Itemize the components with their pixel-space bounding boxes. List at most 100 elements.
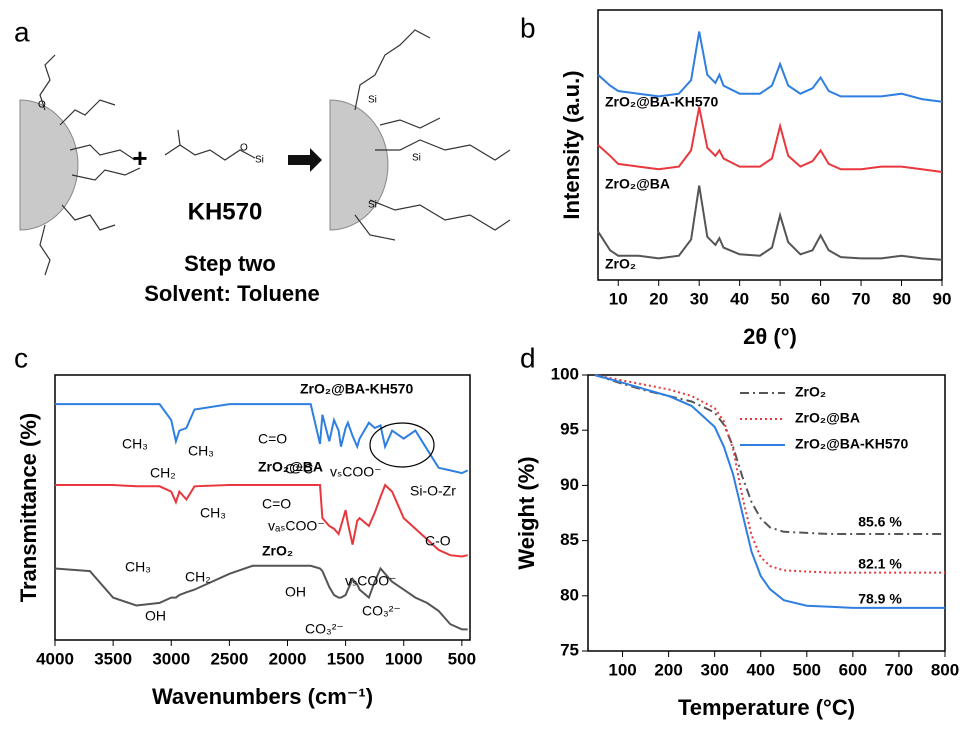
particle [19,99,79,231]
x-tick-label: 1500 [327,649,365,668]
x-tick-label: 30 [690,289,709,308]
x-tick-label: 800 [931,660,959,679]
x-tick-label: 100 [608,660,636,679]
series-line [55,403,469,475]
x-axis-title: Temperature (°C) [678,695,855,720]
arrow [288,148,322,172]
atom: Si [368,200,377,211]
x-tick-label: 200 [654,660,682,679]
x-tick-label: 90 [933,289,952,308]
x-tick-label: 1000 [385,649,423,668]
y-tick-label: 85 [560,530,579,549]
series-label: ZrO₂@BA [258,459,323,475]
series-line [594,374,945,535]
annotation: 82.1 % [858,556,902,572]
annotation: vₐₛCOO⁻ [268,518,325,534]
series-label: ZrO₂ [262,543,293,559]
x-tick-label: 80 [892,289,911,308]
plot-frame [54,374,471,641]
annotation: CH₂ [150,465,176,481]
plot-frame [587,374,946,652]
solvent: Solvent: Toluene [144,281,320,306]
x-tick-label: 40 [730,289,749,308]
x-tick-label: 10 [609,289,628,308]
atom: O [240,143,248,154]
x-tick-label: 400 [747,660,775,679]
atom: Si [255,155,264,166]
y-axis-title: Intensity (a.u.) [559,70,584,219]
annotation: CH₃ [200,505,226,521]
step: Step two [184,251,276,276]
annotation: OH [145,608,166,624]
panel-label: b [520,12,536,43]
annotation: Si-O-Zr [410,483,456,499]
y-tick-label: 75 [560,640,579,659]
legend-label: ZrO₂@BA-KH570 [795,436,908,452]
series-label: ZrO₂@BA [605,176,670,192]
x-tick-label: 2500 [210,649,248,668]
x-axis-title: Wavenumbers (cm⁻¹) [152,684,373,709]
annotation: CH₂ [185,569,211,585]
series-label: ZrO₂ [605,256,636,272]
annotation: 78.9 % [858,591,902,607]
y-axis-title: Weight (%) [514,456,539,569]
panel-label: a [14,16,30,47]
reagent: KH570 [188,198,263,225]
x-tick-label: 20 [649,289,668,308]
annotation: 85.6 % [858,514,902,530]
atom: Si [412,153,421,164]
panel-label: c [14,342,28,373]
y-axis-title: Transmittance (%) [16,413,41,603]
x-tick-label: 3000 [152,649,190,668]
y-tick-label: 90 [560,475,579,494]
x-axis-title: 2θ (°) [743,324,797,349]
x-tick-label: 60 [811,289,830,308]
legend-label: ZrO₂ [795,384,826,400]
annotation: vₛCOO⁻ [345,573,397,589]
annotation: C-O [425,533,451,549]
plus: + [132,143,147,173]
annotation: CO₃²⁻ [305,621,344,637]
annotation: CO₃²⁻ [362,603,401,619]
atom: O [38,100,46,111]
x-tick-label: 700 [885,660,913,679]
y-tick-label: 80 [560,585,579,604]
annotation: C=O [258,431,287,447]
particle [329,99,389,231]
series-label: ZrO₂@BA-KH570 [300,381,413,397]
plot-frame [597,9,943,281]
series-line [597,107,943,173]
y-tick-label: 95 [560,420,579,439]
panel-label: d [520,342,536,373]
series-line [594,374,945,574]
x-tick-label: 500 [448,649,476,668]
annotation: OH [285,584,306,600]
series-line [597,185,943,261]
x-tick-label: 50 [771,289,790,308]
highlight-circle [369,422,435,468]
chains [39,29,511,276]
y-tick-label: 100 [551,364,579,383]
annotation: C=C [285,461,313,477]
series-label: ZrO₂@BA-KH570 [605,94,718,110]
series-line [54,564,468,631]
series-line [594,374,945,609]
legend-label: ZrO₂@BA [795,410,860,426]
annotation: C=O [262,496,291,512]
series-line [55,483,468,558]
annotation: CH₃ [188,443,214,459]
atom: Si [368,95,377,106]
x-tick-label: 4000 [36,649,74,668]
x-tick-label: 500 [793,660,821,679]
annotation: CH₃ [125,559,151,575]
annotation: CH₃ [122,436,148,452]
x-tick-label: 600 [839,660,867,679]
annotation: vₛCOO⁻ [330,464,382,480]
x-tick-label: 70 [852,289,871,308]
x-tick-label: 3500 [94,649,132,668]
x-tick-label: 300 [700,660,728,679]
x-tick-label: 2000 [269,649,307,668]
scheme: a + Si O O Si Si Si KH570 Step two Solve… [14,16,511,306]
series-line [597,31,943,103]
